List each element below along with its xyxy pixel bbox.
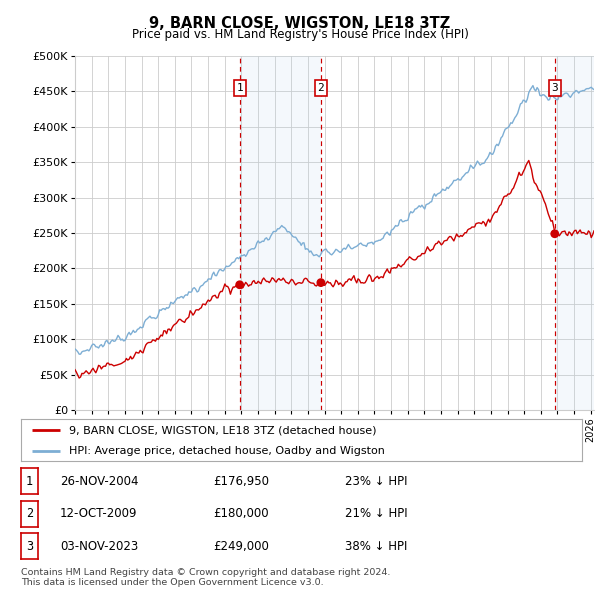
Text: 2: 2 — [317, 83, 324, 93]
Text: 38% ↓ HPI: 38% ↓ HPI — [345, 540, 407, 553]
Text: 3: 3 — [551, 83, 558, 93]
Text: 12-OCT-2009: 12-OCT-2009 — [60, 507, 137, 520]
Text: HPI: Average price, detached house, Oadby and Wigston: HPI: Average price, detached house, Oadb… — [68, 446, 385, 455]
Bar — [239, 56, 321, 410]
Text: £176,950: £176,950 — [213, 475, 269, 488]
Text: 3: 3 — [26, 540, 33, 553]
Text: 1: 1 — [26, 475, 33, 488]
Text: Price paid vs. HM Land Registry's House Price Index (HPI): Price paid vs. HM Land Registry's House … — [131, 28, 469, 41]
Text: Contains HM Land Registry data © Crown copyright and database right 2024.
This d: Contains HM Land Registry data © Crown c… — [21, 568, 391, 587]
Text: 21% ↓ HPI: 21% ↓ HPI — [345, 507, 407, 520]
Text: 26-NOV-2004: 26-NOV-2004 — [60, 475, 139, 488]
Text: 03-NOV-2023: 03-NOV-2023 — [60, 540, 138, 553]
Point — [235, 280, 244, 290]
Text: 1: 1 — [236, 83, 243, 93]
Text: 2: 2 — [26, 507, 33, 520]
Text: £249,000: £249,000 — [213, 540, 269, 553]
Point — [550, 229, 560, 238]
Text: 9, BARN CLOSE, WIGSTON, LE18 3TZ: 9, BARN CLOSE, WIGSTON, LE18 3TZ — [149, 16, 451, 31]
Text: £180,000: £180,000 — [213, 507, 269, 520]
Text: 9, BARN CLOSE, WIGSTON, LE18 3TZ (detached house): 9, BARN CLOSE, WIGSTON, LE18 3TZ (detach… — [68, 425, 376, 435]
Text: 23% ↓ HPI: 23% ↓ HPI — [345, 475, 407, 488]
Point — [316, 278, 326, 287]
Bar — [555, 56, 594, 410]
